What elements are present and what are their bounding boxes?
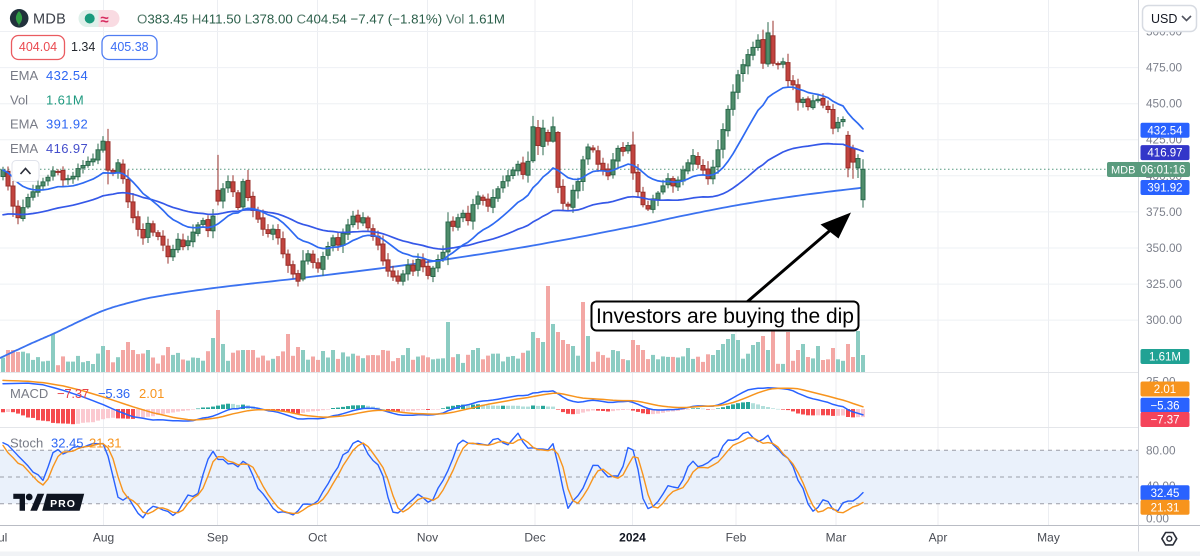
svg-text:ul: ul [0, 531, 7, 545]
svg-text:Mar: Mar [826, 531, 847, 545]
svg-text:404.04: 404.04 [19, 40, 57, 54]
svg-text:EMA: EMA [10, 117, 39, 132]
svg-text:32.45: 32.45 [1151, 488, 1180, 500]
svg-text:375.00: 375.00 [1146, 205, 1183, 219]
svg-text:Sep: Sep [207, 531, 229, 545]
svg-text:416.97: 416.97 [46, 141, 88, 156]
svg-text:Dec: Dec [524, 531, 545, 545]
svg-text:432.54: 432.54 [1147, 125, 1183, 137]
svg-text:391.92: 391.92 [46, 117, 88, 132]
svg-text:1.61M: 1.61M [46, 92, 84, 107]
svg-text:2024: 2024 [619, 531, 646, 545]
svg-text:Vol: Vol [10, 92, 28, 107]
svg-text:USD: USD [1151, 12, 1177, 26]
svg-text:32.45: 32.45 [51, 436, 84, 451]
svg-text:416.97: 416.97 [1147, 148, 1182, 160]
svg-text:432.54: 432.54 [46, 68, 88, 83]
svg-text:EMA: EMA [10, 141, 39, 156]
svg-text:2.01: 2.01 [139, 386, 164, 401]
svg-text:1.34: 1.34 [71, 40, 95, 54]
svg-text:Apr: Apr [929, 531, 948, 545]
svg-text:0.00: 0.00 [1146, 512, 1169, 526]
svg-text:Investors are buying the dip: Investors are buying the dip [596, 305, 854, 328]
svg-text:Nov: Nov [417, 531, 438, 545]
svg-text:−5.36: −5.36 [98, 386, 130, 401]
svg-text:350.00: 350.00 [1146, 241, 1183, 255]
svg-text:PRO: PRO [50, 498, 76, 510]
svg-text:21.31: 21.31 [89, 436, 122, 451]
svg-text:May: May [1037, 531, 1060, 545]
svg-text:80.00: 80.00 [1146, 443, 1176, 457]
svg-text:EMA: EMA [10, 68, 39, 83]
svg-text:405.38: 405.38 [110, 40, 148, 54]
svg-text:21.31: 21.31 [1151, 502, 1180, 514]
svg-text:Feb: Feb [726, 531, 747, 545]
svg-text:325.00: 325.00 [1146, 277, 1183, 291]
svg-text:−7.37: −7.37 [57, 386, 89, 401]
svg-text:450.00: 450.00 [1146, 97, 1183, 111]
svg-text:MDB: MDB [1111, 165, 1135, 177]
svg-text:MDB: MDB [33, 12, 66, 28]
svg-text:Oct: Oct [308, 531, 327, 545]
svg-text:−7.37: −7.37 [1150, 415, 1179, 427]
svg-text:≈: ≈ [100, 12, 108, 29]
svg-text:O383.45 H411.50 L378.00 C404.5: O383.45 H411.50 L378.00 C404.54 −7.47 (−… [137, 12, 505, 27]
svg-text:Stoch: Stoch [10, 436, 43, 451]
svg-text:2.01: 2.01 [1154, 384, 1176, 396]
svg-text:06:01:16: 06:01:16 [1141, 165, 1186, 177]
svg-text:Aug: Aug [93, 531, 114, 545]
svg-text:1.61M: 1.61M [1149, 352, 1181, 364]
svg-text:475.00: 475.00 [1146, 61, 1183, 75]
svg-text:−5.36: −5.36 [1150, 400, 1179, 412]
svg-text:300.00: 300.00 [1146, 313, 1183, 327]
svg-text:391.92: 391.92 [1147, 183, 1182, 195]
svg-text:MACD: MACD [10, 386, 48, 401]
